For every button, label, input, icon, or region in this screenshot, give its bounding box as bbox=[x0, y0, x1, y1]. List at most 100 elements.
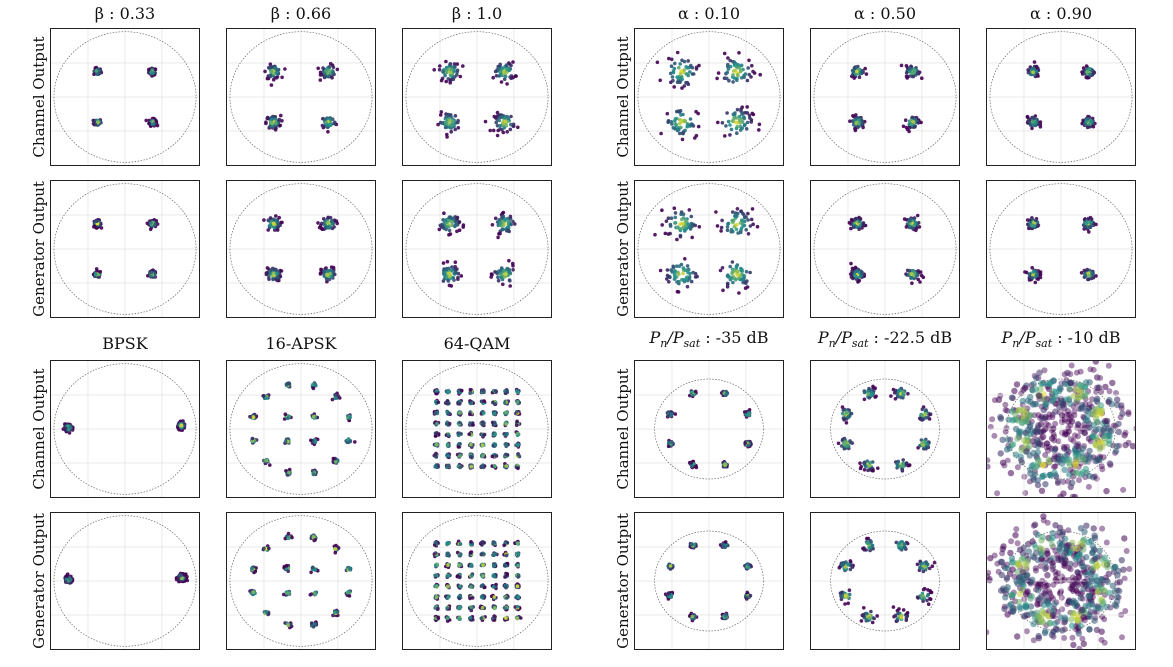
sample-point bbox=[450, 223, 454, 227]
sample-point bbox=[490, 223, 495, 227]
unit-circle bbox=[229, 183, 373, 315]
sample-point bbox=[744, 127, 749, 131]
sample-point bbox=[851, 276, 855, 281]
sample-point bbox=[725, 225, 730, 229]
sample-point bbox=[672, 119, 677, 123]
sample-point bbox=[673, 61, 677, 66]
sample-point bbox=[265, 266, 270, 270]
scatter-plot bbox=[403, 181, 551, 317]
sample-point bbox=[436, 122, 440, 127]
sample-point bbox=[64, 574, 69, 578]
sample-point bbox=[503, 442, 508, 446]
sample-point bbox=[740, 221, 745, 226]
sample-point bbox=[278, 123, 283, 128]
sample-point bbox=[684, 80, 688, 85]
scatter-plot bbox=[51, 181, 199, 317]
sample-point bbox=[328, 271, 332, 276]
sample-point bbox=[1036, 223, 1041, 227]
row-label: Generator Output bbox=[30, 513, 48, 649]
sample-point bbox=[750, 111, 755, 116]
sample-point bbox=[274, 271, 279, 276]
sample-point bbox=[509, 222, 513, 227]
sample-point bbox=[1030, 266, 1034, 270]
sample-point bbox=[445, 606, 449, 610]
sample-point bbox=[455, 73, 459, 77]
unit-circle bbox=[637, 183, 781, 315]
sample-point bbox=[270, 124, 274, 128]
sample-point bbox=[264, 271, 269, 275]
sample-point bbox=[509, 122, 513, 127]
sample-point bbox=[920, 76, 924, 80]
scatter-plot bbox=[227, 29, 375, 165]
sample-point bbox=[447, 215, 452, 219]
sample-point bbox=[1034, 69, 1038, 74]
sample-point bbox=[458, 453, 462, 458]
sample-point bbox=[675, 289, 680, 294]
sample-point bbox=[857, 75, 862, 80]
sample-point bbox=[726, 119, 731, 124]
sample-point bbox=[275, 68, 280, 73]
sample-point bbox=[505, 67, 510, 71]
sample-point bbox=[849, 217, 854, 222]
sample-point bbox=[92, 225, 96, 229]
sample-point bbox=[1084, 64, 1089, 68]
sample-point bbox=[751, 222, 755, 227]
sample-point bbox=[264, 396, 269, 400]
sample-point bbox=[94, 69, 99, 73]
sample-point bbox=[325, 272, 330, 277]
sample-point bbox=[492, 585, 496, 589]
sample-point bbox=[491, 128, 496, 133]
sample-point bbox=[454, 220, 459, 225]
sample-point bbox=[328, 215, 333, 220]
sample-point bbox=[1083, 272, 1087, 277]
sample-point bbox=[736, 63, 740, 67]
sample-point bbox=[267, 275, 271, 280]
sample-point bbox=[469, 442, 473, 447]
sample-point bbox=[336, 394, 341, 398]
sample-point bbox=[516, 541, 520, 546]
sample-point bbox=[319, 267, 323, 272]
sample-point bbox=[746, 218, 750, 222]
sample-point bbox=[455, 216, 459, 221]
panel-title: α : 0.10 bbox=[619, 4, 799, 23]
sample-point bbox=[728, 58, 732, 63]
sample-point bbox=[677, 226, 682, 231]
sample-point bbox=[501, 223, 506, 228]
sample-point bbox=[492, 553, 496, 557]
sample-point bbox=[907, 129, 911, 134]
panel-title-text: β : 1.0 bbox=[451, 4, 503, 23]
sample-point bbox=[479, 540, 484, 545]
sample-point bbox=[493, 411, 497, 416]
sample-point bbox=[272, 217, 276, 222]
sample-point bbox=[444, 70, 449, 75]
sample-point bbox=[480, 594, 485, 598]
panel-title-part: P bbox=[649, 328, 661, 347]
sample-point bbox=[263, 459, 268, 463]
sample-point bbox=[500, 215, 504, 220]
sample-point bbox=[459, 274, 464, 278]
sample-point bbox=[433, 434, 438, 438]
sample-point bbox=[680, 137, 685, 142]
sample-point bbox=[674, 116, 679, 121]
sample-point bbox=[1032, 116, 1036, 120]
sample-point bbox=[1032, 60, 1037, 64]
sample-point bbox=[96, 272, 101, 277]
sample-point bbox=[468, 412, 472, 417]
sample-point bbox=[744, 269, 749, 274]
sample-point bbox=[447, 266, 451, 271]
sample-point bbox=[505, 225, 510, 230]
sample-point bbox=[913, 220, 918, 225]
sample-point bbox=[460, 388, 464, 393]
sample-point bbox=[728, 264, 732, 269]
sample-point bbox=[324, 69, 328, 73]
sample-point bbox=[678, 222, 682, 226]
sample-point bbox=[1023, 270, 1027, 274]
sample-point bbox=[333, 272, 337, 277]
sample-point bbox=[503, 275, 507, 279]
sample-point bbox=[154, 119, 159, 123]
sample-point bbox=[457, 606, 461, 610]
sample-point bbox=[152, 121, 156, 126]
sample-point bbox=[736, 73, 740, 77]
sample-point bbox=[501, 282, 505, 287]
sample-point bbox=[271, 277, 275, 282]
